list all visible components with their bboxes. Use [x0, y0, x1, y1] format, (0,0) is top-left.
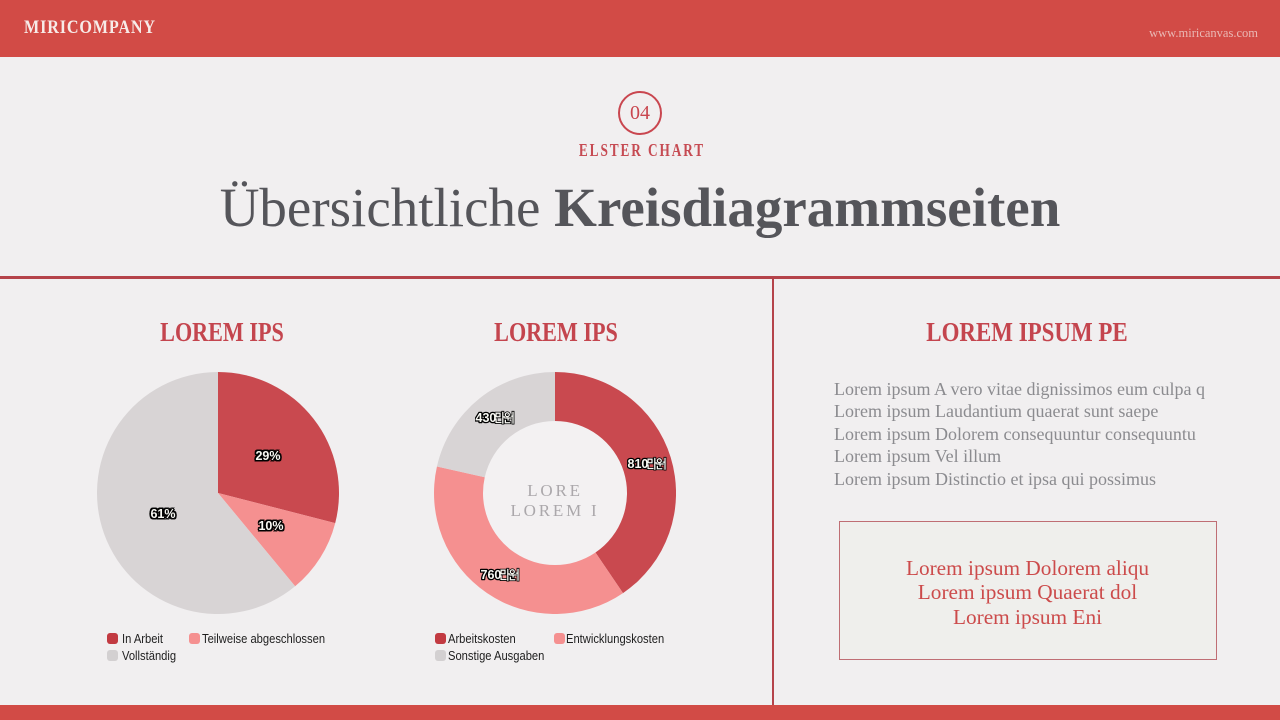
svg-text:430: 430	[476, 411, 497, 425]
svg-text:810: 810	[628, 457, 649, 471]
svg-text:760: 760	[481, 568, 502, 582]
